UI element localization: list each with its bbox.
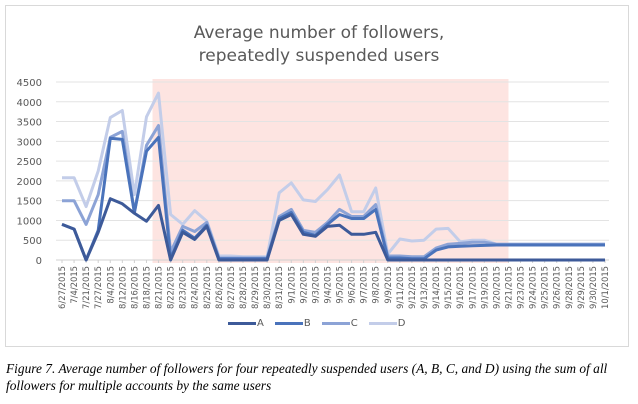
x-tick-label: 9/24/2015 <box>528 266 538 309</box>
x-tick-label: 8/25/2015 <box>202 266 212 309</box>
x-tick-label: 9/25/2015 <box>540 266 550 309</box>
y-tick-label: 1500 <box>17 197 42 208</box>
legend-label: A <box>257 318 264 329</box>
series-line-a <box>61 197 605 262</box>
x-tick-label: 9/19/2015 <box>479 266 489 309</box>
x-tick-label: 8/16/2015 <box>129 266 139 309</box>
y-tick-label: 4500 <box>17 78 42 89</box>
x-tick-label: 9/13/2015 <box>419 266 429 309</box>
x-tick-label: 9/8/2015 <box>371 266 381 304</box>
x-tick-label: 9/2/2015 <box>298 266 308 304</box>
legend-item-b: B <box>274 318 311 329</box>
x-tick-label: 8/29/2015 <box>250 266 260 309</box>
x-tick-label: 8/30/2015 <box>262 266 272 309</box>
x-tick-label: 9/5/2015 <box>335 266 345 304</box>
x-tick-label: 9/11/2015 <box>395 266 405 309</box>
series-line-b <box>61 135 605 262</box>
x-tick-label: 8/27/2015 <box>226 266 236 309</box>
x-tick-label: 9/9/2015 <box>383 266 393 304</box>
x-tick-label: 9/6/2015 <box>347 266 357 304</box>
x-tick-label: 9/7/2015 <box>359 266 369 304</box>
legend-swatch <box>228 322 256 325</box>
y-tick-label: 3500 <box>17 118 42 129</box>
figure-caption: Figure 7. Average number of followers fo… <box>6 361 608 393</box>
legend-swatch <box>321 322 350 325</box>
x-tick-label: 9/1/2015 <box>286 266 296 304</box>
x-tick-label: 6/27/2015 <box>57 266 67 309</box>
x-tick-label: 8/31/2015 <box>274 266 284 309</box>
x-tick-label: 9/4/2015 <box>322 266 332 304</box>
x-tick-label: 9/29/2015 <box>576 266 586 309</box>
y-tick-label: 4000 <box>17 98 42 109</box>
chart-title-line-2: repeatedly suspended users <box>198 46 440 66</box>
x-tick-label: 7/27/2015 <box>93 266 103 309</box>
legend-label: D <box>397 318 406 329</box>
legend-swatch <box>368 322 397 325</box>
x-tick-label: 8/18/2015 <box>141 266 151 309</box>
x-tick-label: 9/12/2015 <box>407 266 417 309</box>
x-tick-label: 9/17/2015 <box>467 266 477 309</box>
x-tick-label: 9/14/2015 <box>431 266 441 309</box>
y-tick-label: 0 <box>36 256 42 267</box>
x-tick-label: 9/21/2015 <box>503 266 513 309</box>
x-tick-label: 8/21/2015 <box>154 266 164 309</box>
x-tick-label: 8/28/2015 <box>238 266 248 309</box>
y-tick-label: 2000 <box>17 177 42 188</box>
x-tick-label: 9/20/2015 <box>491 266 501 309</box>
y-tick-label: 2500 <box>17 157 42 168</box>
x-tick-label: 8/12/2015 <box>117 266 127 309</box>
x-tick-label: 8/23/2015 <box>178 266 188 309</box>
legend-swatch <box>274 322 303 325</box>
x-tick-label: 9/3/2015 <box>310 266 320 304</box>
x-tick-label: 9/15/2015 <box>443 266 453 309</box>
line-chart: 0 500 1000 1500 2000 2500 3000 3500 4000 4500 6/27… <box>17 78 610 309</box>
legend-item-c: C <box>321 318 358 329</box>
x-tick-label: 10/1/2015 <box>600 266 610 309</box>
x-tick-label: 8/24/2015 <box>190 266 200 309</box>
x-tick-label: 8/22/2015 <box>166 266 176 309</box>
x-tick-label: 9/26/2015 <box>552 266 562 309</box>
x-tick-label: 9/16/2015 <box>455 266 465 309</box>
x-tick-label: 9/28/2015 <box>564 266 574 309</box>
x-tick-label: 9/30/2015 <box>588 266 598 309</box>
x-tick-label: 8/4/2015 <box>105 266 115 304</box>
y-tick-label: 500 <box>23 236 42 247</box>
y-tick-label: 1000 <box>17 216 42 227</box>
chart-title: Average number of followers, repeatedly … <box>0 22 638 68</box>
legend-label: B <box>303 318 311 329</box>
legend-label: C <box>350 318 358 329</box>
x-tick-label: 7/4/2015 <box>69 266 79 304</box>
x-tick-label: 9/23/2015 <box>516 266 526 309</box>
y-tick-label: 3000 <box>17 137 42 148</box>
x-tick-label: 8/26/2015 <box>214 266 224 309</box>
legend-item-a: A <box>228 318 264 329</box>
legend-item-d: D <box>368 318 406 329</box>
x-tick-label: 7/21/2015 <box>81 266 91 309</box>
chart-legend: A B C D <box>228 318 405 329</box>
chart-title-line-1: Average number of followers, <box>193 23 445 43</box>
